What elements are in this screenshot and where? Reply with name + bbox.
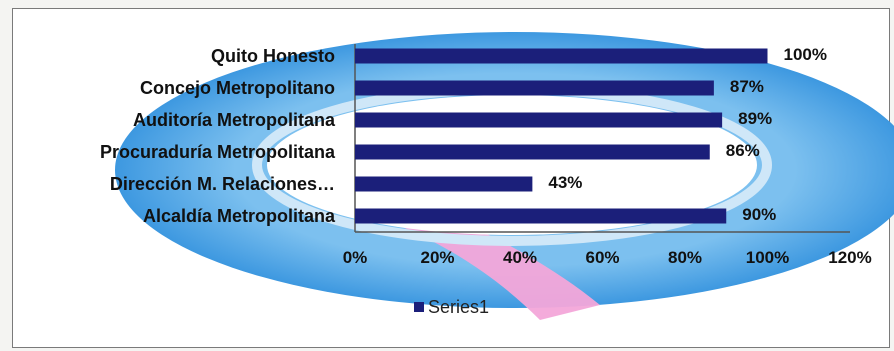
bar-1 <box>355 48 768 64</box>
bar-5 <box>355 176 533 192</box>
category-label: Procuraduría Metropolitana <box>100 142 336 162</box>
bar-3 <box>355 112 723 128</box>
legend: Series1 <box>414 297 489 317</box>
data-label: 90% <box>742 205 776 224</box>
category-label: Concejo Metropolitano <box>140 78 335 98</box>
category-label: Auditoría Metropolitana <box>133 110 336 130</box>
bar-2 <box>355 80 714 96</box>
x-tick-label: 40% <box>503 248 537 267</box>
data-label: 43% <box>548 173 582 192</box>
data-label: 89% <box>738 109 772 128</box>
labels: Quito Honesto 100% Concejo Metropolitano 87… <box>100 45 872 267</box>
data-label: 86% <box>726 141 760 160</box>
category-label: Alcaldía Metropolitana <box>143 206 336 226</box>
x-tick-label: 0% <box>343 248 368 267</box>
data-label: 87% <box>730 77 764 96</box>
x-tick-label: 20% <box>420 248 454 267</box>
x-tick-label: 80% <box>668 248 702 267</box>
x-tick-label: 100% <box>746 248 789 267</box>
category-label: Dirección M. Relaciones… <box>110 174 335 194</box>
data-label: 100% <box>784 45 827 64</box>
bar-4 <box>355 144 710 160</box>
legend-label: Series1 <box>428 297 489 317</box>
x-tick-label: 120% <box>828 248 871 267</box>
legend-swatch <box>414 302 424 312</box>
bars <box>355 48 768 224</box>
x-tick-label: 60% <box>585 248 619 267</box>
category-label: Quito Honesto <box>211 46 335 66</box>
bar-6 <box>355 208 727 224</box>
